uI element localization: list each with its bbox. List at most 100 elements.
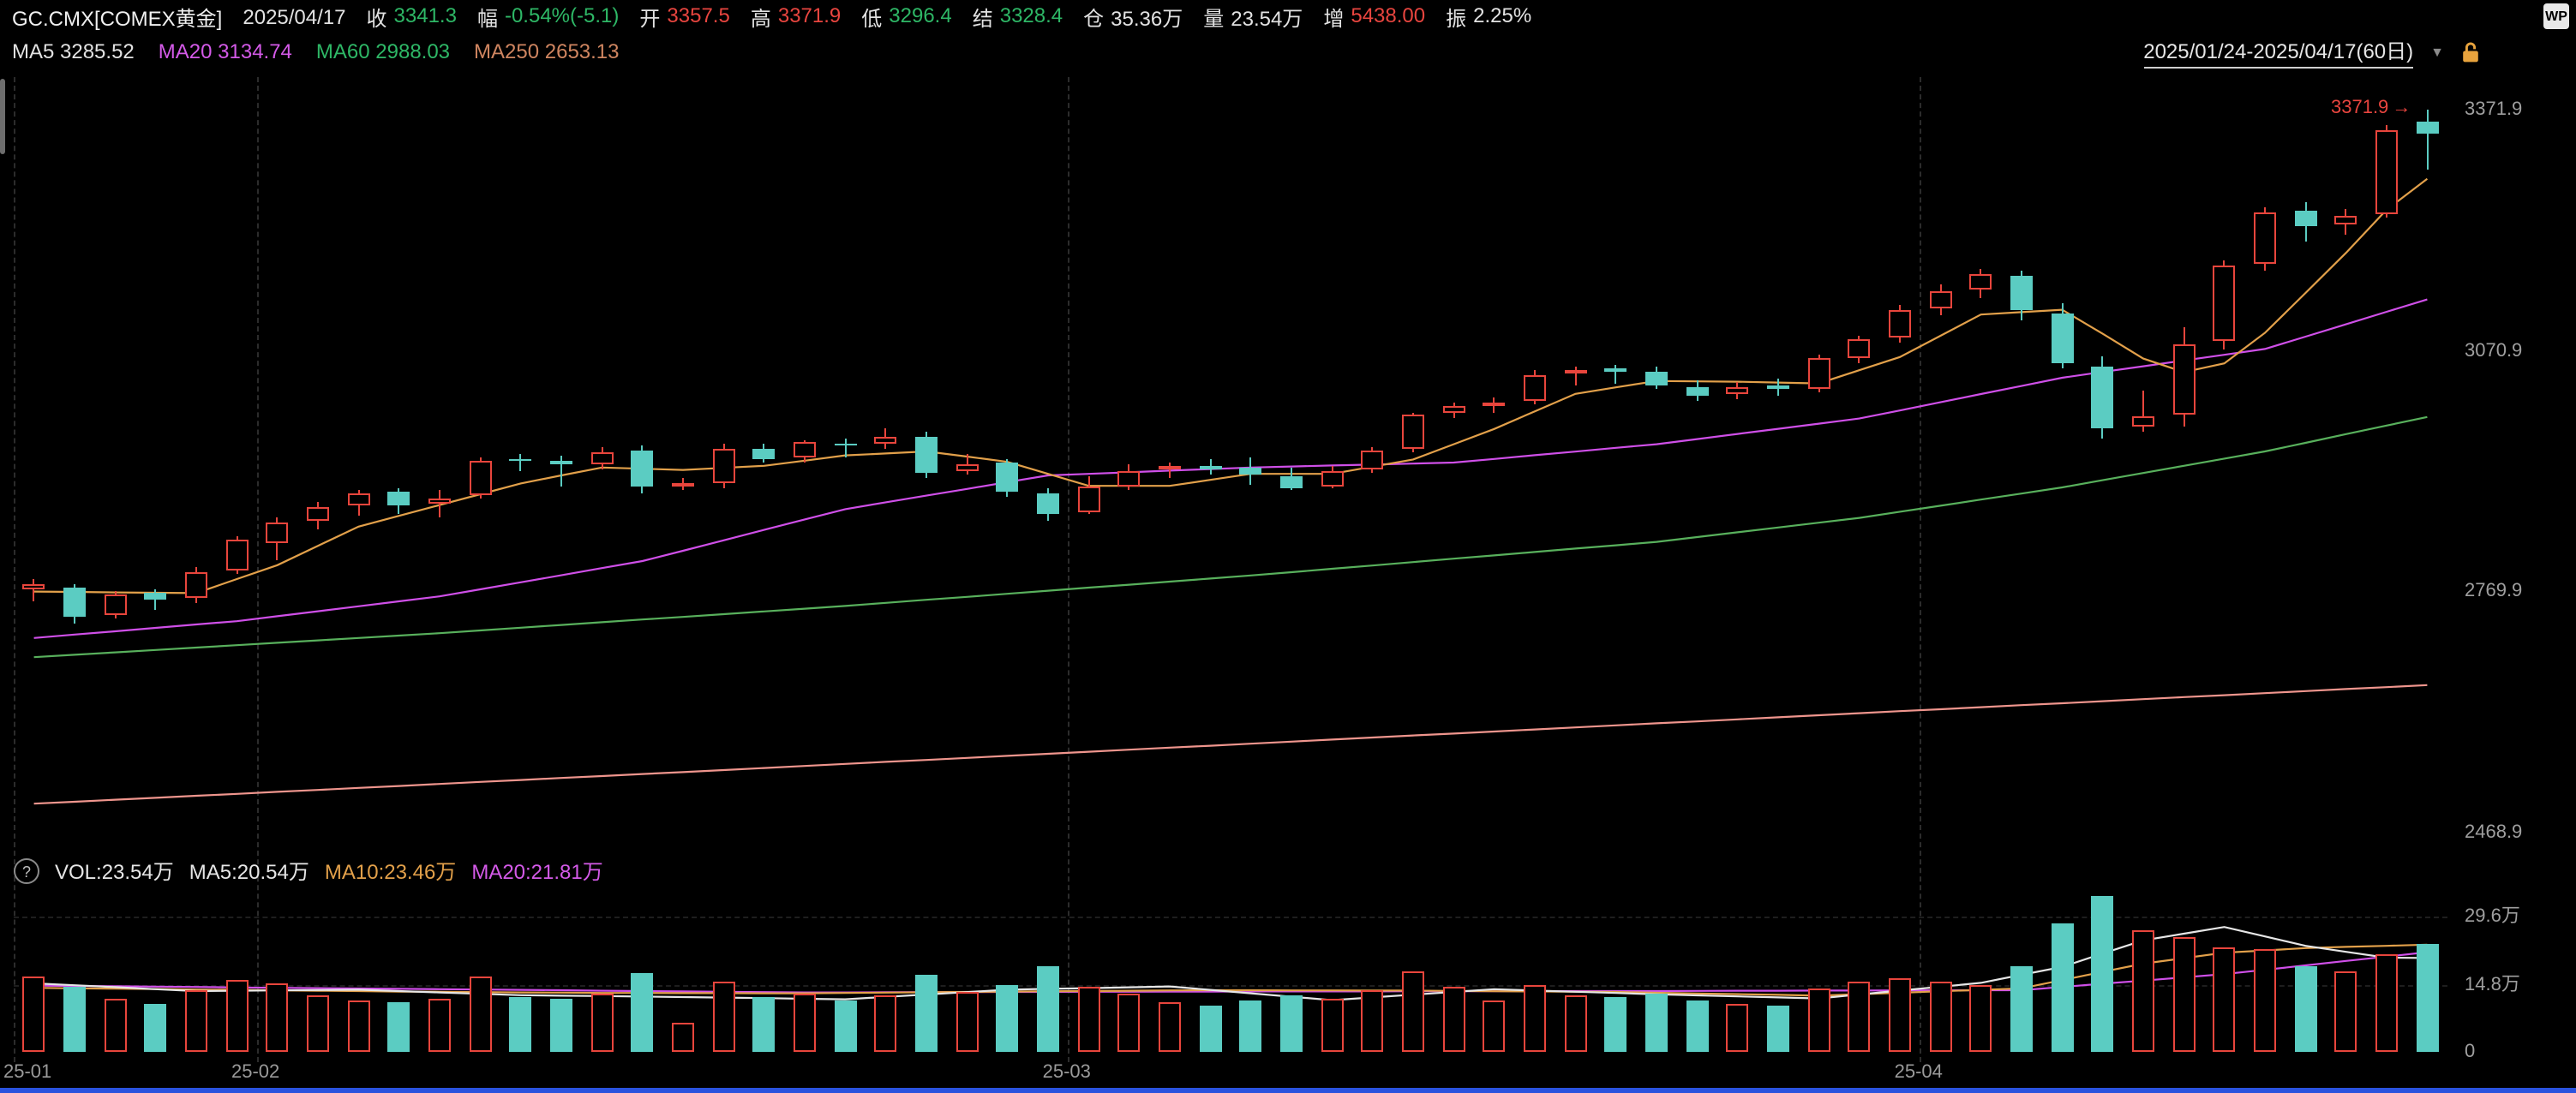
chevron-down-icon[interactable]: ▼ <box>2430 44 2444 59</box>
bottom-slider[interactable] <box>0 1088 2576 1093</box>
candle-wick <box>1614 364 1617 384</box>
candle-wick <box>2426 110 2429 170</box>
candle <box>590 451 614 464</box>
candle <box>104 594 127 615</box>
candle <box>834 443 857 446</box>
volume-axis-label: 0 <box>2465 1042 2476 1062</box>
candle-wick <box>519 453 522 472</box>
candle <box>1564 369 1587 374</box>
candle <box>956 463 979 471</box>
volume-bar <box>2051 923 2074 1052</box>
volume-gridline <box>14 984 2447 986</box>
scrollbar-thumb[interactable] <box>0 79 5 154</box>
volume-bar <box>104 998 127 1052</box>
ma-legend-item: MA250 2653.13 <box>474 39 620 63</box>
candle <box>1726 386 1749 395</box>
candle <box>307 506 329 522</box>
ma-legend-item: MA60 2988.03 <box>315 39 451 63</box>
vol-value: VOL:23.54万 <box>55 860 174 884</box>
ma-legend-item: MA5 3285.52 <box>12 39 135 63</box>
volume-bar <box>1402 971 1424 1052</box>
ma-bar: MA5 3285.52 MA20 3134.74 MA60 2988.03 MA250… <box>0 34 2576 69</box>
volume-bar <box>1524 984 1546 1052</box>
candle <box>631 451 654 487</box>
volume-bar <box>1037 965 1059 1052</box>
quote-field-label: 低 <box>861 6 883 30</box>
month-gridline <box>257 77 259 1062</box>
volume-bar <box>1361 990 1384 1052</box>
volume-bar <box>1969 984 1992 1052</box>
time-axis-label: 25-03 <box>1042 1062 1091 1083</box>
candle <box>1686 386 1709 396</box>
quote-field-value: -0.54%(-5.1) <box>504 3 620 27</box>
quote-field: 仓 35.36万 <box>1083 3 1183 32</box>
candle <box>1077 487 1100 512</box>
volume-header: ? VOL:23.54万 MA5:20.54万 MA10:23.46万 MA20… <box>14 857 603 886</box>
candle-wick <box>2142 390 2144 432</box>
volume-bar <box>915 975 938 1052</box>
volume-axis-label: 29.6万 <box>2465 906 2520 927</box>
quote-field: 收 3341.3 <box>367 3 457 32</box>
vol-ma5-value: MA5:20.54万 <box>189 860 309 884</box>
candle <box>1442 406 1465 414</box>
price-axis-label: 3070.9 <box>2465 340 2523 361</box>
candle <box>266 522 289 544</box>
vol-ma10-value: MA10:23.46万 <box>324 860 457 884</box>
ma-legend-item: MA20 3134.74 <box>158 39 292 63</box>
candle <box>22 584 45 590</box>
quote-fields: 收 3341.3 幅 -0.54%(-5.1) 开 3357.5 高 3371.9 低 3296.… <box>367 3 1532 32</box>
volume-bar <box>2010 966 2033 1052</box>
volume-bar <box>1117 994 1141 1052</box>
volume-axis-label: 14.8万 <box>2465 974 2520 994</box>
volume-bar <box>1686 1000 1709 1052</box>
candle <box>996 462 1019 492</box>
volume-bar <box>509 996 532 1052</box>
candle <box>469 460 492 496</box>
candle <box>1604 368 1627 373</box>
range-label[interactable]: 2025/01/24-2025/04/17(60日) <box>2143 35 2414 68</box>
candle <box>915 436 938 473</box>
quote-field-label: 收 <box>366 6 387 30</box>
quote-field-value: 2.25% <box>1473 3 1532 27</box>
volume-bar <box>1929 981 1952 1052</box>
quote-field-label: 幅 <box>476 6 498 30</box>
candle <box>2416 121 2439 134</box>
candle <box>428 498 451 505</box>
price-axis-label: 2769.9 <box>2465 581 2523 602</box>
time-axis-label: 25-04 <box>1894 1062 1943 1083</box>
last-price-annotation: 3371.9 → <box>2331 98 2411 118</box>
candle <box>1159 466 1181 470</box>
candle <box>1199 465 1222 470</box>
price-ma60-line <box>33 415 2428 659</box>
quote-field-value: 35.36万 <box>1111 6 1183 30</box>
volume-bar <box>1889 978 1911 1052</box>
volume-bar <box>22 977 45 1052</box>
quote-field-label: 仓 <box>1083 6 1105 30</box>
volume-bar <box>1077 986 1100 1052</box>
header-bar: GC.CMX[COMEX黄金] 2025/04/17 收 3341.3 幅 -0.54… <box>0 0 2576 34</box>
candle <box>2091 367 2114 429</box>
volume-bar <box>1645 993 1668 1052</box>
lock-icon[interactable] <box>2461 40 2480 63</box>
volume-bar <box>1239 1000 1262 1052</box>
candle-wick <box>154 589 157 610</box>
volume-bar <box>469 977 492 1052</box>
candle <box>2010 276 2033 311</box>
symbol-name[interactable]: GC.CMX[COMEX黄金] <box>12 6 223 30</box>
candle <box>1524 374 1546 401</box>
quote-field-label: 开 <box>639 6 661 30</box>
quote-field-label: 振 <box>1446 6 1467 30</box>
volume-bar <box>2091 896 2114 1052</box>
price-ma-legend: MA5 3285.52 MA20 3134.74 MA60 2988.03 MA250… <box>12 39 620 63</box>
quote-date: 2025/04/17 <box>243 5 346 29</box>
candle <box>225 539 249 570</box>
quote-field: 量 23.54万 <box>1203 3 1303 32</box>
help-icon[interactable]: ? <box>14 858 39 884</box>
candle <box>2334 215 2357 225</box>
quote-field-value: 3357.5 <box>667 3 730 27</box>
range-selector[interactable]: 2025/01/24-2025/04/17(60日) ▼ <box>2143 34 2480 69</box>
volume-bar <box>2416 944 2439 1052</box>
